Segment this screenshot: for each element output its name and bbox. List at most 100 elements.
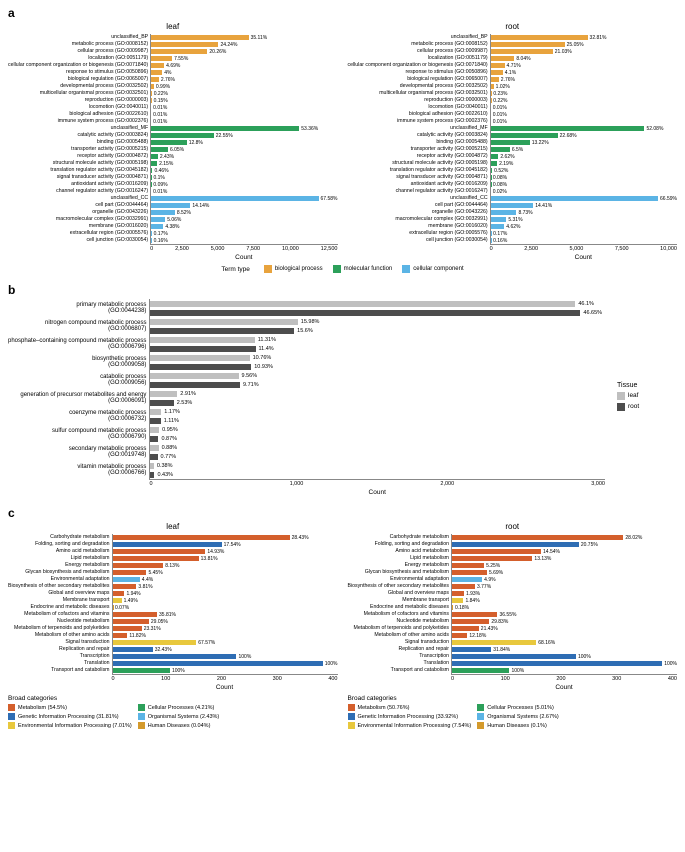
bar [491,35,588,40]
bar-pct-label: 17.54% [224,542,241,548]
panel-a-leaf-bars: 35.11%24.24%20.26%7.55%4.69%4%2.76%0.99%… [151,34,337,244]
bar-row: 14.41% [491,202,677,209]
bar-pct-label: 29.83% [491,619,508,625]
bar-pct-label: 46.1% [578,301,594,307]
category-label: transporter activity (GO:0005215) [71,146,150,153]
legend-col: Cellular Processes (4.21%)Organismal Sys… [138,704,220,729]
category-label: Global and overview maps [48,590,111,597]
category-label: secondary metabolic process(GO:0019748) [69,443,150,461]
category-label: locomotion (GO:0040011) [89,104,150,111]
bar-row: 100% [113,653,338,660]
bar-row: 0.1% [151,174,337,181]
category-label: biological adhesion (GO:0022610) [69,111,150,118]
legend-label: Cellular Processes (4.21%) [148,705,215,711]
bar-row: 13.13% [452,555,677,562]
category-label: cellular process (GO:0009987) [78,48,151,55]
legend-item: Human Diseases (0.1%) [477,722,559,729]
category-label: biological regulation (GO:0065007) [68,76,150,83]
bar-pct-label: 20.75% [581,542,598,548]
bar-pct-label: 14.14% [192,203,209,209]
bar [151,133,214,138]
category-label: unclassified_MF [111,125,150,132]
bar-row: 0.77% [150,452,605,461]
category-label: multicellular organismal process (GO:003… [379,90,489,97]
panel-a-letter: a [8,6,677,20]
bar-pct-label: 0.16% [493,238,507,244]
bar [150,409,161,415]
x-title: Count [112,684,338,691]
bar [151,154,158,159]
category-label: unclassified_CC [450,195,489,202]
bar-row: 29.83% [452,618,677,625]
bar [452,661,662,666]
category-label: binding (GO:0005488) [436,139,489,146]
x-tick: 5,000 [570,246,584,252]
bar-pct-label: 67.58% [321,196,338,202]
category-label: Folding, sorting and degradation [375,541,451,548]
bar-row: 0.07% [113,604,338,611]
legend-item: cellular component [402,265,463,273]
bar-row: 6.5% [491,146,677,153]
bar-row: 67.57% [113,639,338,646]
bar-row: 28.43% [113,534,338,541]
bar-row: 0.18% [452,604,677,611]
bar-pct-label: 0.16% [154,238,168,244]
bar [491,49,553,54]
bar-row: 22.68% [491,132,677,139]
bar-pct-label: 0.43% [157,472,173,478]
bar [150,418,160,424]
bar [113,563,164,568]
bar-pct-label: 100% [664,661,677,667]
x-tick: 2,500 [524,246,538,252]
category-label: binding (GO:0005488) [97,139,150,146]
panel-c-ylabels: Carbohydrate metabolismFolding, sorting … [8,534,112,691]
bar-row: 8.13% [113,562,338,569]
bar-row: 0.08% [491,174,677,181]
bar [491,126,645,131]
bar [151,196,318,201]
bar-row: 29.05% [113,618,338,625]
bar-pct-label: 1.02% [496,84,510,90]
bar [491,77,499,82]
bar-row: 4.38% [151,223,337,230]
legend-item: Human Diseases (0.04%) [138,722,220,729]
panel-c-legend-leaf: Broad categoriesMetabolism (54.5%)Geneti… [8,695,338,729]
figure-root: a leaf unclassified_BPmetabolic process … [0,0,685,747]
bar [150,472,154,478]
legend-col: Metabolism (50.76%)Genetic Information P… [348,704,472,729]
bar-row: 46.65% [150,308,605,317]
bar [113,542,222,547]
legend-label: Human Diseases (0.04%) [148,723,211,729]
bar [113,549,206,554]
chart-b: primary metabolic process(GO:0044238)nit… [8,299,605,496]
bar-pct-label: 1.11% [164,418,179,424]
bar-pct-label: 100% [238,654,251,660]
category-label: Carbohydrate metabolism [390,534,451,541]
bar-row: 2.76% [151,76,337,83]
legend-swatch [138,704,145,711]
bar-row: 4.69% [151,62,337,69]
category-label: unclassified_MF [450,125,489,132]
bar-pct-label: 0.1% [153,175,164,181]
category-label: response to stimulus (GO:0050896) [66,69,150,76]
bar-pct-label: 0.01% [153,112,167,118]
legend-swatch [348,722,355,729]
category-label: vitamin metabolic process(GO:0006766) [77,461,149,479]
panel-a-ylabels-r: unclassified_BPmetabolic process (GO:000… [348,34,490,261]
bar [150,427,159,433]
bar-row: 2.76% [491,76,677,83]
bar-row: 36.55% [452,611,677,618]
bar [491,140,530,145]
bar-row: 23.31% [113,625,338,632]
legend-swatch [8,704,15,711]
legend-title: Tissue [617,382,673,389]
bar [151,147,168,152]
legend-item: root [617,403,677,411]
bar [150,373,238,379]
category-label: cell junction (GO:0030054) [86,237,150,244]
x-tick: 0 [112,676,115,682]
bar-row: 66.59% [491,195,677,202]
bar-row: 53.36% [151,125,337,132]
bar-pct-label: 4% [164,70,171,76]
legend-swatch [8,722,15,729]
